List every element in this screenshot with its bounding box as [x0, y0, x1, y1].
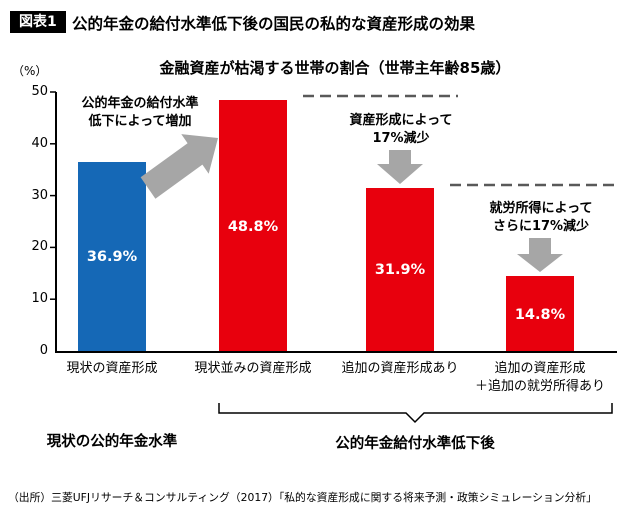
- chart-title: 金融資産が枯渇する世帯の割合（世帯主年齢85歳）: [159, 59, 511, 77]
- group-label-after-pension-decline: 公的年金給付水準低下後: [335, 436, 495, 452]
- decrease-arrow-asset-formation: [377, 150, 423, 184]
- x-category-label: 追加の資産形成あり: [341, 361, 459, 376]
- annotation-asset-formation-decrease: 資産形成によって 17%減少: [349, 113, 453, 146]
- bar-current-asset-formation: 36.9%: [78, 161, 146, 353]
- decrease-arrow-work-income: [517, 238, 563, 272]
- increase-arrow: [140, 134, 218, 199]
- y-axis-line: [55, 92, 57, 353]
- source-note: （出所）三菱UFJリサーチ＆コンサルティング（2017）「私的な資産形成に関する…: [8, 491, 597, 504]
- figure-badge: 図表1: [10, 11, 66, 33]
- annotation-increase: 公的年金の給付水準 低下によって増加: [81, 96, 199, 129]
- x-category-label: 現状並みの資産形成: [194, 361, 312, 376]
- group-label-current-pension-level: 現状の公的年金水準: [46, 434, 178, 450]
- y-tick-label: 30: [31, 188, 48, 203]
- bar-value-label: 48.8%: [227, 218, 279, 235]
- y-tick-label: 0: [39, 343, 48, 358]
- bar-additional-asset-formation: 31.9%: [366, 187, 434, 353]
- figure-title: 公的年金の給付水準低下後の国民の私的な資産形成の効果: [72, 15, 476, 33]
- annotation-work-income-decrease: 就労所得によって さらに17%減少: [489, 201, 593, 234]
- bar-same-asset-formation: 48.8%: [219, 100, 287, 353]
- y-axis-unit-label: （%）: [12, 64, 48, 78]
- y-tick-label: 50: [31, 84, 48, 99]
- bar-additional-asset-and-work-income: 14.8%: [506, 276, 574, 353]
- x-axis-line: [55, 351, 617, 353]
- bar-value-label: 36.9%: [86, 249, 138, 266]
- bar-value-label: 31.9%: [374, 262, 426, 279]
- y-tick-label: 10: [31, 291, 48, 306]
- y-tick-label: 20: [31, 239, 48, 254]
- group-bracket: [218, 403, 613, 424]
- x-category-label: 現状の資産形成: [66, 361, 158, 376]
- bar-value-label: 14.8%: [514, 306, 566, 323]
- y-tick-label: 40: [31, 136, 48, 151]
- x-category-label: 追加の資産形成 ＋追加の就労所得あり: [474, 361, 605, 394]
